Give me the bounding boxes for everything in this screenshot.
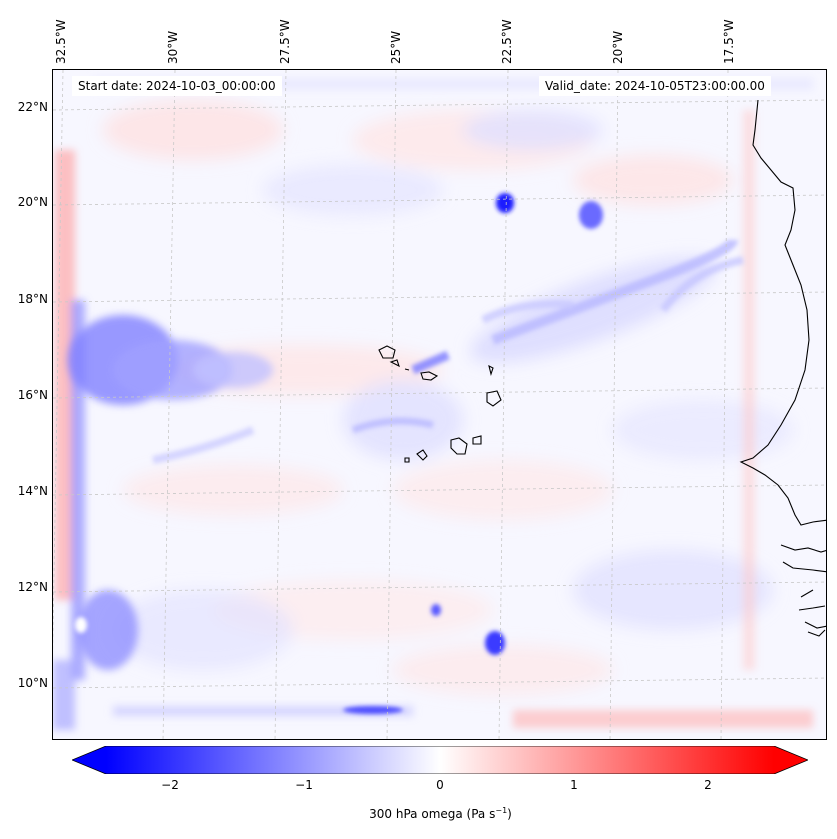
lon-label-17-5w: 17.5°W: [722, 19, 736, 64]
colorbar-tick-2: 2: [704, 778, 712, 792]
colorbar: [72, 746, 808, 774]
graticule: [53, 70, 826, 739]
lon-label-30w: 30°W: [166, 30, 180, 64]
colorbar-min-extend: [72, 746, 106, 774]
map-panel[interactable]: [52, 69, 827, 740]
lat-label-10n: 10°N: [17, 676, 48, 690]
convective-cells: [75, 193, 603, 714]
colorbar-units: Pa s: [471, 807, 496, 821]
lat-label-22n: 22°N: [17, 100, 48, 114]
colorbar-tick-0: 0: [436, 778, 444, 792]
colorbar-label: 300 hPa omega (Pa s−1): [369, 806, 512, 821]
lat-label-16n: 16°N: [17, 388, 48, 402]
lon-label-25w: 25°W: [389, 30, 403, 64]
coastline: [739, 99, 826, 637]
lat-label-12n: 12°N: [17, 580, 48, 594]
lat-label-20n: 20°N: [17, 195, 48, 209]
colorbar-variable: 300 hPa omega: [369, 807, 463, 821]
colorbar-tick-neg1: −1: [295, 778, 313, 792]
ascent-streaks: [152, 238, 744, 464]
lon-label-32-5w: 32.5°W: [54, 19, 68, 64]
lat-label-14n: 14°N: [17, 484, 48, 498]
colorbar-gradient: [106, 746, 774, 774]
colorbar-tick-1: 1: [570, 778, 578, 792]
start-date-label: Start date: 2024-10-03_00:00:00: [72, 76, 282, 96]
valid-date-label: Valid_date: 2024-10-05T23:00:00.00: [539, 76, 771, 96]
lon-label-27-5w: 27.5°W: [278, 19, 292, 64]
ascent-region-west: [68, 315, 273, 670]
background-anomalies: [103, 100, 793, 695]
colorbar-units-exponent: −1: [495, 806, 508, 815]
island-outlines: [378, 345, 502, 463]
omega-field-map: [53, 70, 826, 739]
lon-label-22-5w: 22.5°W: [500, 19, 514, 64]
lat-label-18n: 18°N: [17, 292, 48, 306]
colorbar-max-extend: [774, 746, 808, 774]
lon-label-20w: 20°W: [611, 30, 625, 64]
colorbar-tick-neg2: −2: [161, 778, 179, 792]
